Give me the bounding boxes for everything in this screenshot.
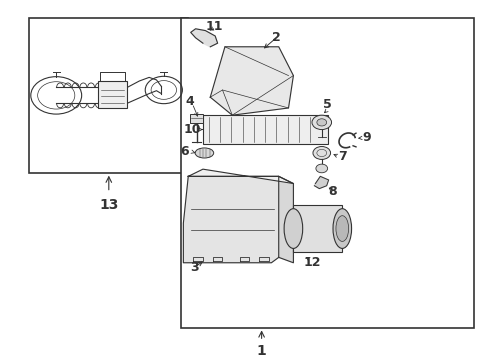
- Text: 2: 2: [271, 31, 280, 44]
- Bar: [293, 205, 342, 252]
- Polygon shape: [314, 176, 328, 189]
- Text: 1: 1: [256, 344, 266, 358]
- Ellipse shape: [332, 209, 351, 248]
- Text: 5: 5: [323, 98, 331, 111]
- Polygon shape: [210, 47, 293, 115]
- Text: 4: 4: [185, 95, 194, 108]
- Ellipse shape: [284, 209, 302, 248]
- FancyBboxPatch shape: [190, 114, 203, 123]
- Text: 7: 7: [337, 150, 346, 163]
- Text: 12: 12: [303, 256, 320, 269]
- Circle shape: [311, 115, 331, 130]
- Bar: [98, 81, 127, 108]
- Circle shape: [316, 119, 326, 126]
- Ellipse shape: [335, 216, 348, 242]
- Text: 13: 13: [99, 198, 118, 212]
- Text: 8: 8: [327, 185, 336, 198]
- Text: 6: 6: [180, 145, 188, 158]
- Circle shape: [315, 164, 327, 173]
- Ellipse shape: [195, 148, 213, 158]
- Polygon shape: [188, 169, 293, 184]
- Bar: [29, 18, 188, 173]
- Text: 3: 3: [190, 261, 199, 274]
- Polygon shape: [278, 176, 293, 263]
- Text: 11: 11: [205, 21, 223, 33]
- Circle shape: [312, 147, 330, 159]
- Text: 10: 10: [183, 123, 201, 136]
- Polygon shape: [183, 176, 278, 263]
- Polygon shape: [190, 29, 217, 47]
- Bar: [181, 18, 473, 328]
- Bar: [203, 115, 327, 144]
- Text: 9: 9: [362, 131, 370, 144]
